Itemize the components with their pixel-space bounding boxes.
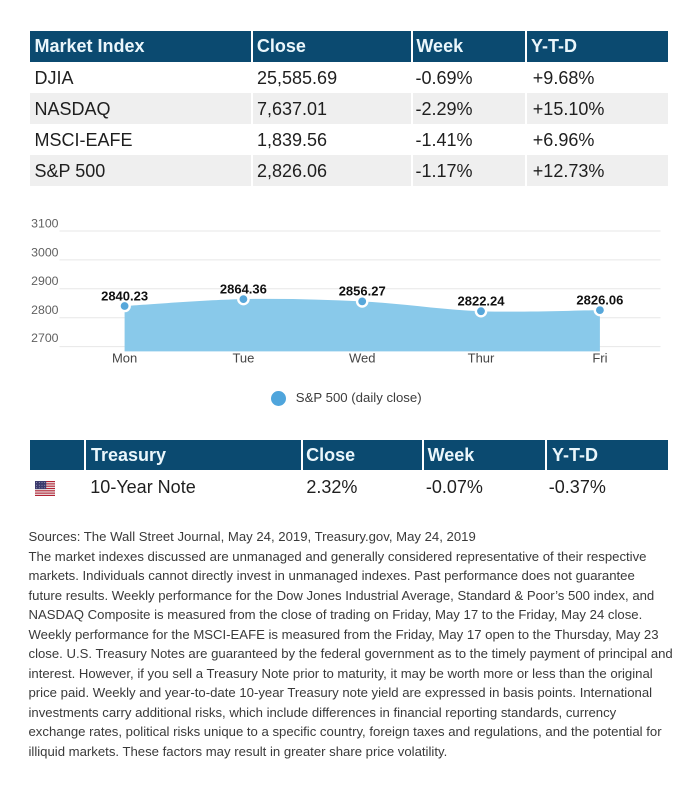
svg-text:Fri: Fri	[592, 351, 607, 366]
svg-text:3100: 3100	[31, 217, 59, 231]
svg-text:2840.23: 2840.23	[101, 288, 148, 303]
svg-text:2856.27: 2856.27	[339, 284, 386, 299]
svg-text:2826.06: 2826.06	[576, 292, 623, 307]
svg-text:Mon: Mon	[112, 351, 137, 366]
svg-text:2900: 2900	[31, 274, 59, 288]
svg-text:2822.24: 2822.24	[458, 294, 506, 309]
svg-text:Thur: Thur	[468, 351, 495, 366]
svg-text:2700: 2700	[31, 331, 59, 345]
svg-text:2864.36: 2864.36	[220, 281, 267, 296]
svg-text:Tue: Tue	[232, 351, 254, 366]
svg-text:2800: 2800	[31, 303, 59, 317]
svg-text:3000: 3000	[31, 246, 59, 260]
svg-text:Wed: Wed	[349, 351, 376, 366]
